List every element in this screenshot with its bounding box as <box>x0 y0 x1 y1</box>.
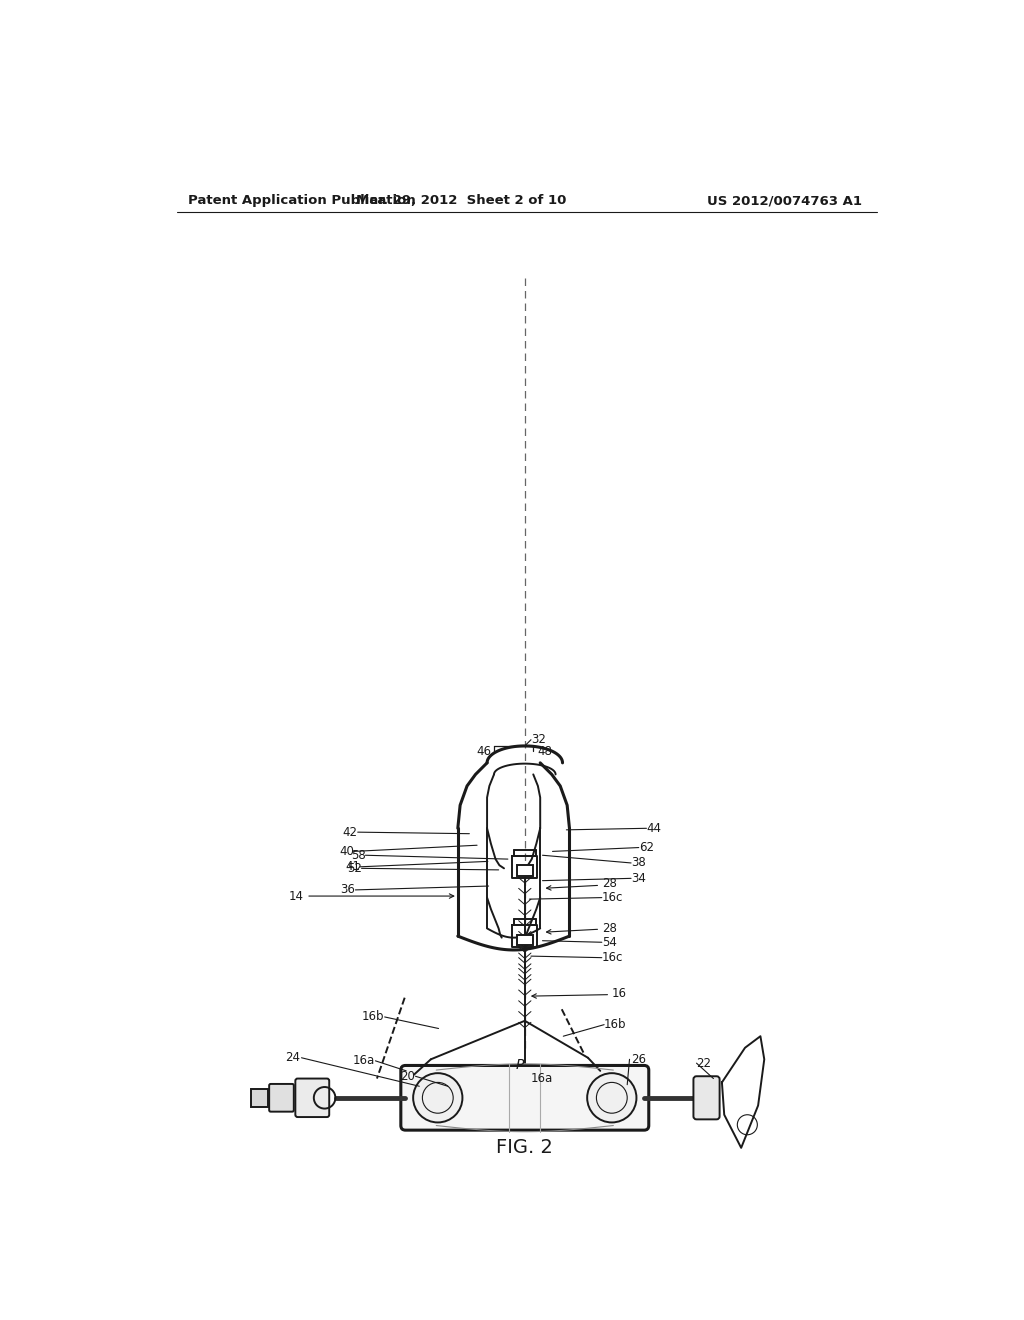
Text: 34: 34 <box>631 871 646 884</box>
Text: 48: 48 <box>538 744 552 758</box>
Text: 20: 20 <box>400 1069 416 1082</box>
FancyBboxPatch shape <box>400 1065 649 1130</box>
Text: Mar. 29, 2012  Sheet 2 of 10: Mar. 29, 2012 Sheet 2 of 10 <box>356 194 567 207</box>
FancyBboxPatch shape <box>295 1078 330 1117</box>
Text: 44: 44 <box>646 822 662 834</box>
FancyBboxPatch shape <box>517 866 532 876</box>
Text: 16: 16 <box>611 987 627 1001</box>
Text: 28: 28 <box>602 878 616 890</box>
Text: 42: 42 <box>343 825 357 838</box>
Text: 52: 52 <box>347 862 361 875</box>
Text: 24: 24 <box>285 1051 300 1064</box>
Text: 38: 38 <box>631 857 646 870</box>
Text: 16a: 16a <box>531 1072 553 1085</box>
FancyBboxPatch shape <box>269 1084 294 1111</box>
Circle shape <box>413 1073 463 1122</box>
Text: P: P <box>515 1059 524 1072</box>
Text: Patent Application Publication: Patent Application Publication <box>188 194 416 207</box>
Text: 16a: 16a <box>353 1055 376 1068</box>
FancyBboxPatch shape <box>517 935 532 945</box>
Circle shape <box>587 1073 637 1122</box>
Text: 16c: 16c <box>602 891 624 904</box>
Text: FIG. 2: FIG. 2 <box>497 1138 553 1158</box>
Text: 62: 62 <box>639 841 653 854</box>
Text: 41: 41 <box>345 861 360 874</box>
Text: 54: 54 <box>602 936 616 949</box>
Text: 16b: 16b <box>604 1018 627 1031</box>
Text: 40: 40 <box>339 845 354 858</box>
Text: 32: 32 <box>531 733 546 746</box>
Text: 22: 22 <box>696 1056 712 1069</box>
Text: 28: 28 <box>602 921 616 935</box>
Text: 14: 14 <box>289 890 304 903</box>
Text: 16b: 16b <box>362 1010 385 1023</box>
Text: US 2012/0074763 A1: US 2012/0074763 A1 <box>707 194 862 207</box>
Text: 16c: 16c <box>602 952 624 964</box>
Text: 36: 36 <box>341 883 355 896</box>
FancyBboxPatch shape <box>252 1089 268 1107</box>
Text: 26: 26 <box>631 1053 646 1065</box>
FancyBboxPatch shape <box>693 1076 720 1119</box>
Text: 46: 46 <box>476 744 490 758</box>
Text: 58: 58 <box>350 849 366 862</box>
